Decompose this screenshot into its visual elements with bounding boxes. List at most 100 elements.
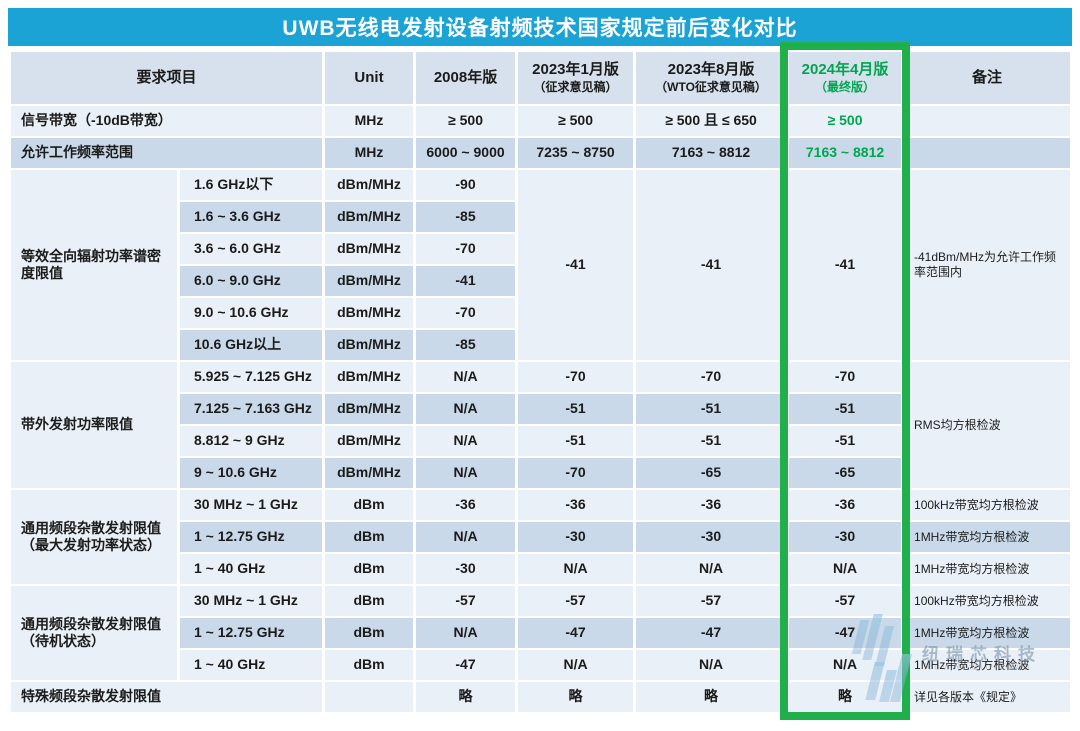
cell: -36 — [636, 490, 787, 520]
cell: dBm — [325, 490, 414, 520]
table-row: 1 ~ 12.75 GHz dBm N/A -30 -30 -30 1MHz带宽均方根检波 — [11, 522, 1071, 552]
sub-label: 7.125 ~ 7.163 GHz — [180, 394, 323, 424]
cell: N/A — [789, 554, 902, 584]
sub-label: 9.0 ~ 10.6 GHz — [180, 298, 323, 328]
table-row: 8.812 ~ 9 GHz dBm/MHz N/A -51 -51 -51 — [11, 426, 1070, 456]
table-row: 特殊频段杂散发射限值略略略略详见各版本《规定》 — [11, 682, 1071, 712]
cell: N/A — [416, 426, 516, 456]
cell: RMS均方根检波 — [904, 362, 1071, 488]
row-label: 信号带宽（-10dB带宽） — [11, 106, 323, 136]
cell: dBm/MHz — [325, 298, 414, 328]
cell: MHz — [325, 106, 414, 136]
cell: -65 — [636, 458, 787, 488]
cell: dBm/MHz — [325, 458, 414, 488]
cell: -57 — [789, 586, 902, 616]
cell: 1MHz带宽均方根检波 — [904, 522, 1071, 552]
cell: -30 — [416, 554, 516, 584]
table-row: 1 ~ 12.75 GHz dBm N/A -47 -47 -47 1MHz带宽均方根检波 — [11, 618, 1071, 648]
cell: -57 — [416, 586, 516, 616]
cell: N/A — [636, 650, 787, 680]
group-label: 通用频段杂散发射限值（待机状态） — [11, 586, 177, 680]
cell: dBm — [325, 522, 414, 552]
header-item: 要求项目 — [11, 52, 323, 104]
cell: -57 — [518, 586, 634, 616]
cell: 7163 ~ 8812 — [789, 138, 902, 168]
cell: -70 — [416, 298, 516, 328]
cell: -51 — [789, 394, 902, 424]
header-2023-01-sub: （征求意见稿） — [533, 79, 618, 94]
cell: -90 — [416, 170, 516, 200]
cell: -70 — [789, 362, 902, 392]
table-row: 带外发射功率限值 5.925 ~ 7.125 GHz dBm/MHz N/A -70 -7… — [11, 362, 1071, 488]
cell: -51 — [789, 426, 902, 456]
cell: N/A — [518, 554, 634, 584]
cell: -70 — [518, 458, 634, 488]
table-row: 10.6 GHz以上 dBm/MHz -85 — [11, 330, 1070, 360]
cell: dBm/MHz — [325, 202, 414, 232]
cell: N/A — [416, 362, 516, 392]
header-2023-08-sub: （WTO征求意见稿） — [655, 79, 767, 94]
header-row: 要求项目 Unit 2008年版 2023年1月版 （征求意见稿） 2023年8… — [11, 52, 1071, 104]
cell: -47 — [518, 618, 634, 648]
cell: -30 — [789, 522, 902, 552]
cell: 略 — [416, 682, 516, 712]
cell: 6000 ~ 9000 — [416, 138, 516, 168]
table-row: 3.6 ~ 6.0 GHz dBm/MHz -70 — [11, 234, 1070, 264]
header-unit: Unit — [325, 52, 414, 104]
header-remark: 备注 — [904, 52, 1071, 104]
sub-label: 1 ~ 40 GHz — [180, 650, 323, 680]
cell: 略 — [636, 682, 787, 712]
cell: 7163 ~ 8812 — [636, 138, 787, 168]
table-body: 信号带宽（-10dB带宽） MHz ≥ 500 ≥ 500 ≥ 500 且 ≤ 650 ≥… — [11, 106, 1071, 712]
sub-label: 1.6 ~ 3.6 GHz — [180, 202, 323, 232]
cell: -36 — [789, 490, 902, 520]
table-row: 7.125 ~ 7.163 GHz dBm/MHz N/A -51 -51 -51 — [11, 394, 1070, 424]
cell: -47 — [636, 618, 787, 648]
table-row: 通用频段杂散发射限值（最大发射功率状态） 30 MHz ~ 1 GHz dBm -36… — [11, 490, 1071, 584]
cell: -41 — [416, 266, 516, 296]
cell: -70 — [636, 362, 787, 392]
comparison-table: 要求项目 Unit 2008年版 2023年1月版 （征求意见稿） 2023年8… — [8, 50, 1074, 714]
cell: 略 — [789, 682, 902, 712]
cell: N/A — [416, 458, 516, 488]
header-2024-04-final: 2024年4月版 （最终版） — [789, 52, 902, 104]
cell: dBm — [325, 554, 414, 584]
sub-label: 8.812 ~ 9 GHz — [180, 426, 323, 456]
cell: -85 — [416, 202, 516, 232]
cell — [904, 138, 1071, 168]
cell: 略 — [518, 682, 634, 712]
cell: 1MHz带宽均方根检波 — [904, 618, 1071, 648]
group-label: 等效全向辐射功率谱密度限值 — [11, 170, 177, 360]
cell: dBm/MHz — [325, 234, 414, 264]
cell: 100kHz带宽均方根检波 — [904, 586, 1071, 616]
table-row: 等效全向辐射功率谱密度限值 1.6 GHz以下 dBm/MHz -90 -41 -41 -4… — [11, 170, 1071, 360]
cell — [904, 106, 1071, 136]
cell: 1MHz带宽均方根检波 — [904, 650, 1071, 680]
header-2024-04-sub: （最终版） — [815, 79, 876, 94]
sub-label: 30 MHz ~ 1 GHz — [180, 586, 323, 616]
cell: dBm — [325, 650, 414, 680]
cell: 7235 ~ 8750 — [518, 138, 634, 168]
cell: dBm — [325, 618, 414, 648]
cell: -36 — [416, 490, 516, 520]
header-2023-01-main: 2023年1月版 — [532, 61, 619, 79]
cell: -70 — [416, 234, 516, 264]
cell: -51 — [518, 394, 634, 424]
cell: ≥ 500 — [416, 106, 516, 136]
header-2024-04-main: 2024年4月版 — [801, 61, 889, 79]
sub-label: 1.6 GHz以下 — [180, 170, 323, 200]
cell: 1MHz带宽均方根检波 — [904, 554, 1071, 584]
cell: dBm/MHz — [325, 330, 414, 360]
table-row: 9.0 ~ 10.6 GHz dBm/MHz -70 — [11, 298, 1070, 328]
table-row: 1.6 ~ 3.6 GHz dBm/MHz -85 — [11, 202, 1070, 232]
cell: -47 — [789, 618, 902, 648]
cell: N/A — [518, 650, 634, 680]
cell: -70 — [518, 362, 634, 392]
cell: N/A — [416, 394, 516, 424]
cell: dBm/MHz — [325, 426, 414, 456]
sub-label: 30 MHz ~ 1 GHz — [180, 490, 323, 520]
cell: MHz — [325, 138, 414, 168]
cell: -36 — [518, 490, 634, 520]
cell: 详见各版本《规定》 — [904, 682, 1071, 712]
